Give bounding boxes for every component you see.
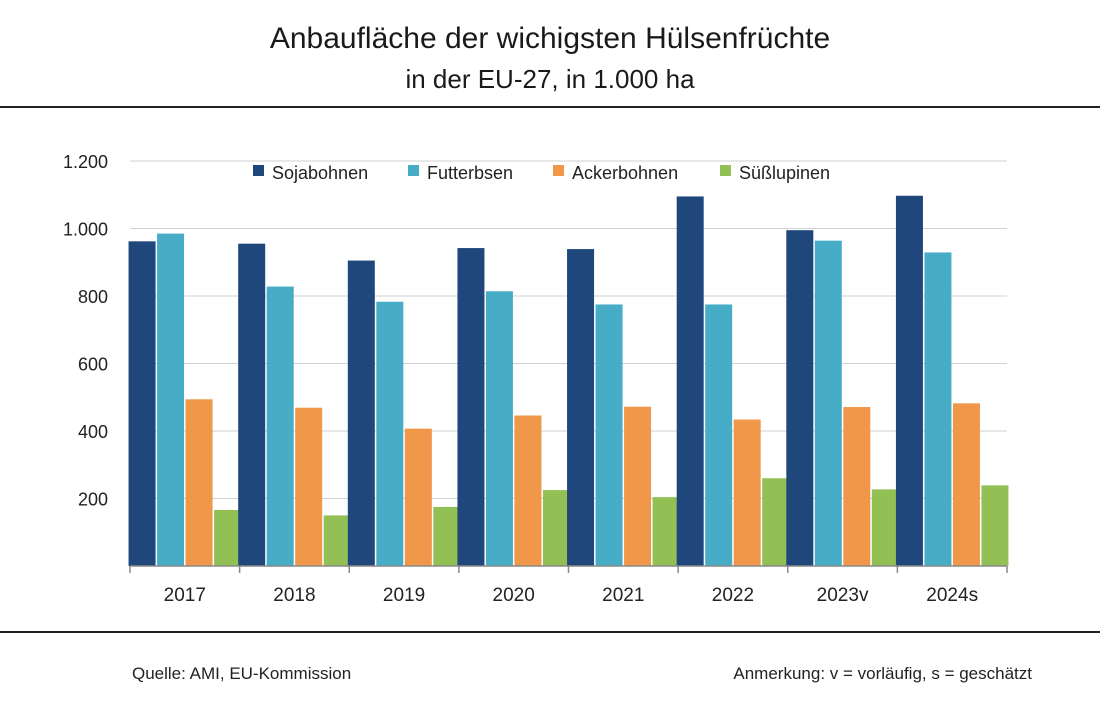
bar-futterbsen-2024s — [924, 252, 952, 566]
y-tick-label: 800 — [78, 287, 108, 307]
bar-ackerbohnen-2019 — [404, 428, 432, 566]
top-divider — [0, 106, 1100, 108]
axes — [129, 565, 1008, 573]
x-tick-label: 2018 — [273, 585, 315, 606]
bar-süßlupinen-2017 — [214, 509, 242, 566]
bar-süßlupinen-2023v — [871, 489, 899, 566]
x-tick-label: 2020 — [493, 585, 535, 606]
y-tick-labels: 200 400 600 800 1.000 1.200 — [63, 152, 108, 510]
chart-subtitle: in der EU-27, in 1.000 ha — [405, 64, 695, 94]
y-tick-label: 400 — [78, 422, 108, 442]
x-tick-label: 2019 — [383, 585, 425, 606]
bottom-divider — [0, 631, 1100, 633]
bar-futterbsen-2017 — [157, 233, 185, 566]
bar-ackerbohnen-2024s — [952, 403, 980, 566]
bar-sojabohnen-2021 — [567, 249, 595, 566]
bar-futterbsen-2023v — [814, 240, 842, 566]
x-tick-label: 2022 — [712, 585, 754, 606]
source-note: Quelle: AMI, EU-Kommission — [132, 664, 352, 683]
bar-ackerbohnen-2021 — [624, 406, 652, 566]
bar-sojabohnen-2023v — [786, 230, 814, 566]
legend: Sojabohnen Futterbsen Ackerbohnen Süßlupine… — [253, 163, 830, 183]
legend-label: Sojabohnen — [272, 163, 368, 183]
bar-sojabohnen-2018 — [238, 243, 266, 566]
y-tick-label: 200 — [78, 490, 108, 510]
legend-swatch — [553, 165, 564, 176]
bar-ackerbohnen-2022 — [733, 419, 761, 566]
legend-swatch — [253, 165, 264, 176]
legend-swatch — [408, 165, 419, 176]
bar-ackerbohnen-2017 — [185, 399, 213, 566]
annotation-note: Anmerkung: v = vorläufig, s = geschätzt — [733, 664, 1032, 683]
bar-süßlupinen-2020 — [542, 490, 570, 566]
y-tick-label: 600 — [78, 355, 108, 375]
x-tick-label: 2017 — [164, 585, 206, 606]
chart-title: Anbaufläche der wichigsten Hülsenfrüchte — [269, 22, 831, 55]
x-tick-label: 2023v — [817, 585, 869, 606]
bar-sojabohnen-2019 — [347, 260, 375, 566]
bars — [128, 195, 1009, 566]
bar-süßlupinen-2018 — [323, 515, 351, 566]
y-tick-label: 1.000 — [63, 220, 108, 240]
x-tick-labels: 2017 2018 2019 2020 2021 2022 2023v 2024s — [164, 585, 978, 606]
bar-süßlupinen-2022 — [762, 478, 790, 566]
bar-futterbsen-2018 — [266, 286, 294, 566]
legend-label: Futterbsen — [427, 163, 513, 183]
bar-süßlupinen-2019 — [433, 506, 461, 566]
bar-süßlupinen-2021 — [652, 497, 680, 566]
x-tick-label: 2021 — [602, 585, 644, 606]
bar-sojabohnen-2017 — [128, 241, 156, 566]
bar-süßlupinen-2024s — [981, 485, 1009, 566]
bar-futterbsen-2022 — [705, 304, 733, 566]
bar-sojabohnen-2022 — [676, 196, 704, 566]
bar-ackerbohnen-2023v — [843, 407, 871, 566]
bar-futterbsen-2019 — [376, 301, 404, 566]
bar-ackerbohnen-2018 — [295, 407, 323, 566]
bar-sojabohnen-2024s — [895, 195, 923, 566]
legend-label: Ackerbohnen — [572, 163, 678, 183]
legend-label: Süßlupinen — [739, 163, 830, 183]
bar-futterbsen-2020 — [485, 291, 513, 566]
legend-swatch — [720, 165, 731, 176]
bar-futterbsen-2021 — [595, 304, 623, 566]
y-tick-label: 1.200 — [63, 152, 108, 172]
bar-sojabohnen-2020 — [457, 248, 485, 566]
bar-ackerbohnen-2020 — [514, 415, 542, 566]
x-tick-label: 2024s — [926, 585, 978, 606]
